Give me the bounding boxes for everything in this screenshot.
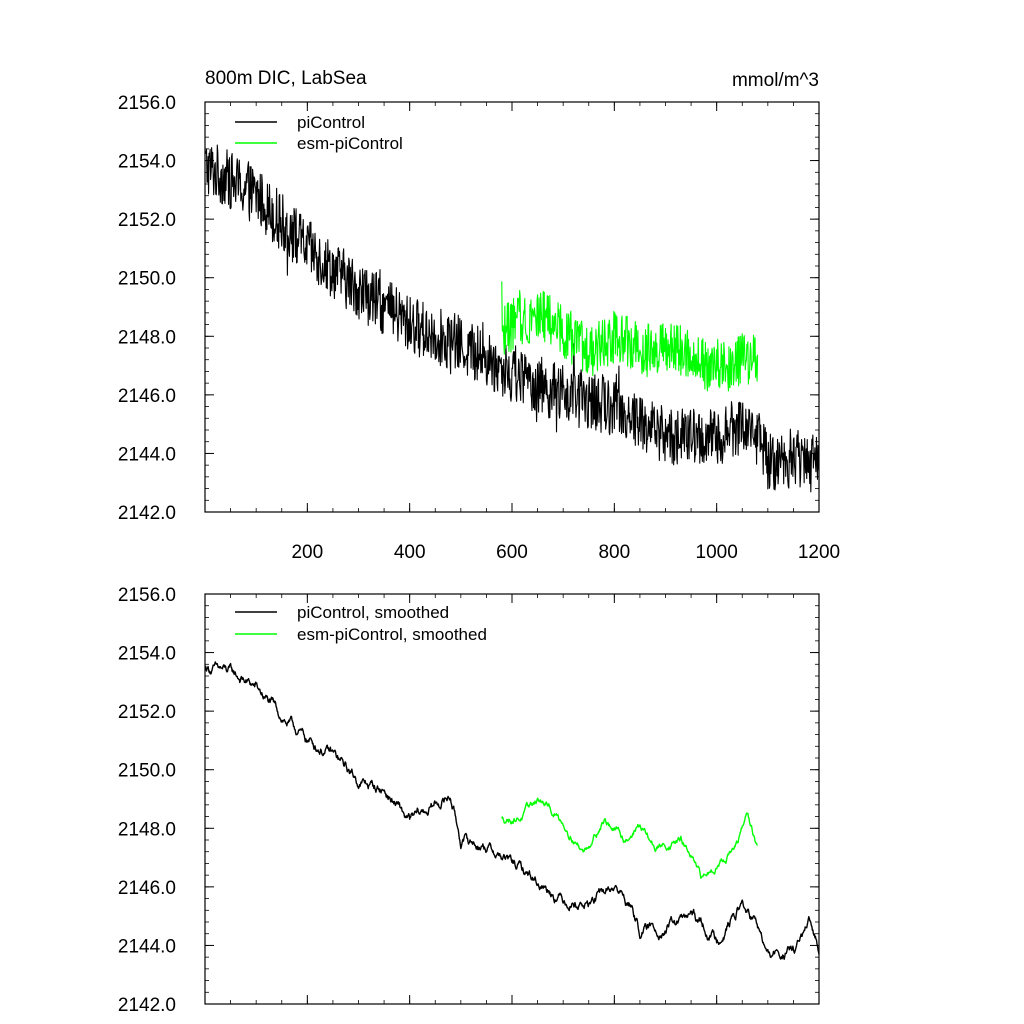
x-tick-label: 1200: [798, 542, 840, 563]
x-tick-label: 400: [394, 542, 426, 563]
y-tick-label: 2156.0: [118, 585, 176, 606]
x-tick-label: 1000: [696, 542, 738, 563]
top-panel: 800m DIC, LabSea mmol/m^3 2142.02144.021…: [118, 68, 840, 563]
bottom-panel-frame: [204, 593, 820, 1005]
top-panel-title: 800m DIC, LabSea: [205, 68, 367, 89]
series-line-picontrol-smoothed: [204, 661, 820, 960]
y-tick-label: 2154.0: [118, 644, 176, 665]
y-tick-label: 2150.0: [118, 761, 176, 782]
y-tick-label: 2142.0: [118, 995, 176, 1016]
y-tick-label: 2148.0: [118, 819, 176, 840]
bottom-panel-axes: 2142.0 2144.0 2146.0 2148.0 2150.0 2152.0 2154…: [118, 585, 820, 1016]
y-tick-label: 2152.0: [118, 210, 176, 231]
top-panel-frame: [204, 101, 820, 513]
bottom-panel-series: [204, 661, 820, 960]
legend-label-esm-picontrol-smoothed: esm-piControl, smoothed: [297, 625, 487, 644]
y-tick-label: 2156.0: [118, 93, 176, 114]
bottom-panel-legend: piControl, smoothed esm-piControl, smoot…: [235, 603, 487, 644]
bottom-panel: 2142.0 2144.0 2146.0 2148.0 2150.0 2152.0 2154…: [118, 585, 820, 1016]
y-tick-label: 2144.0: [118, 444, 176, 465]
series-line-esm-picontrol: [501, 281, 759, 392]
legend-label-esm-picontrol: esm-piControl: [297, 134, 403, 153]
y-tick-label: 2144.0: [118, 936, 176, 957]
x-tick-label: 800: [598, 542, 630, 563]
top-panel-series: [204, 144, 820, 493]
x-tick-label: 200: [291, 542, 323, 563]
x-tick-label: 600: [496, 542, 528, 563]
y-tick-label: 2150.0: [118, 269, 176, 290]
y-tick-label: 2146.0: [118, 386, 176, 407]
top-panel-axes: 2142.0 2144.0 2146.0 2148.0 2150.0 2152.0 2154…: [118, 93, 840, 563]
series-line-picontrol: [204, 144, 820, 493]
y-tick-label: 2148.0: [118, 327, 176, 348]
series-line-esm-picontrol-smoothed: [501, 797, 758, 879]
y-tick-label: 2146.0: [118, 878, 176, 899]
y-tick-label: 2154.0: [118, 152, 176, 173]
y-tick-label: 2152.0: [118, 702, 176, 723]
legend-label-picontrol-smoothed: piControl, smoothed: [297, 603, 449, 622]
top-panel-units: mmol/m^3: [732, 70, 819, 91]
top-panel-legend: piControl esm-piControl: [235, 113, 403, 153]
legend-label-picontrol: piControl: [297, 113, 365, 132]
y-tick-label: 2142.0: [118, 503, 176, 524]
